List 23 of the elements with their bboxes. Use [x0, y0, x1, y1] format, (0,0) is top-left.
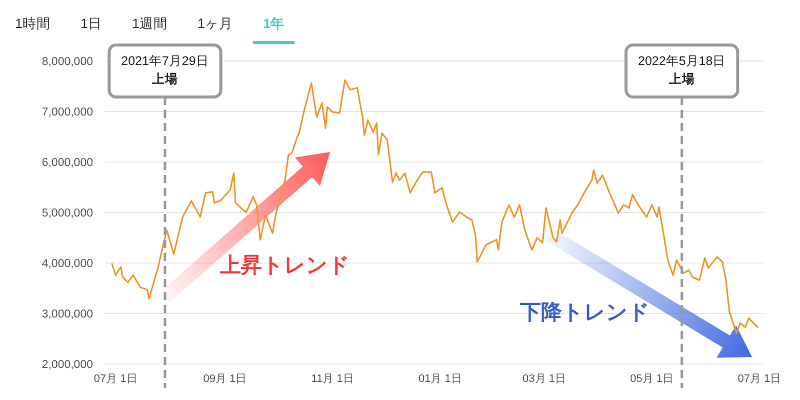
x-tick-label: 03月 1日 [522, 373, 566, 385]
x-tick-label: 07月 1日 [738, 373, 782, 385]
ref-line-label: 2021年7月29日上場 [121, 54, 209, 86]
x-tick-label: 05月 1日 [630, 373, 674, 385]
x-tick-label: 07月 1日 [94, 373, 138, 385]
text: 1時間 [15, 16, 51, 31]
y-tick-label: 4,000,000 [42, 258, 93, 270]
text: 1ヶ月 [198, 16, 234, 31]
x-tick-label: 11月 1日 [311, 373, 354, 385]
y-tick-label: 5,000,000 [42, 208, 93, 220]
x-tick-label: 09月 1日 [203, 373, 247, 385]
x-tick-label: 01月 1日 [418, 373, 462, 385]
y-tick-label: 8,000,000 [42, 56, 93, 68]
annotation: 下降トレンド [519, 301, 650, 324]
annotation: 上昇トレンド [219, 254, 350, 277]
text: 1週間 [132, 16, 168, 31]
y-tick-label: 6,000,000 [42, 157, 93, 169]
y-tick-label: 3,000,000 [42, 308, 93, 320]
y-tick-label: 7,000,000 [42, 106, 93, 118]
y-tick-label: 2,000,000 [42, 359, 93, 371]
ref-line-label: 2022年5月18日上場 [638, 54, 726, 86]
text: 1年 [263, 16, 285, 31]
text: 1日 [80, 16, 102, 31]
